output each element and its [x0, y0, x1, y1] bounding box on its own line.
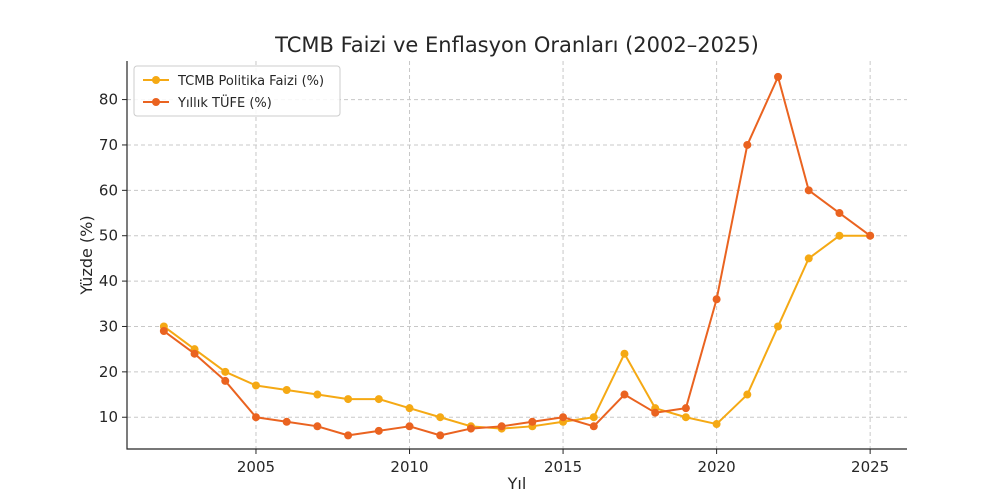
y-tick-label-50: 50 [99, 227, 118, 245]
legend-label-0: TCMB Politika Faizi (%) [177, 74, 324, 89]
x-tick-label-2020: 2020 [698, 458, 736, 476]
legend-marker-1 [152, 98, 160, 106]
data-point-0-2007 [313, 390, 322, 399]
series-line-1 [163, 75, 871, 437]
data-point-0-2016 [589, 413, 598, 422]
data-point-0-2005 [251, 381, 260, 390]
x-tick-label-2005: 2005 [237, 458, 275, 476]
data-point-1-2011 [436, 431, 445, 440]
data-point-1-2017 [620, 390, 629, 399]
series-1 [159, 72, 875, 440]
data-point-1-2004 [221, 376, 230, 385]
data-point-1-2008 [344, 431, 353, 440]
y-tick-label-30: 30 [99, 317, 118, 335]
y-tick-label-80: 80 [99, 91, 118, 109]
data-point-0-2024 [835, 231, 844, 240]
x-tick-label-2025: 2025 [851, 458, 889, 476]
legend-box [133, 65, 341, 117]
data-point-1-2024 [835, 209, 844, 218]
x-axis-label: Yıl [507, 474, 527, 493]
y-tick-label-60: 60 [99, 181, 118, 199]
data-point-1-2005 [251, 413, 260, 422]
data-point-1-2015 [559, 413, 568, 422]
data-point-0-2017 [620, 349, 629, 358]
data-point-0-2008 [344, 395, 353, 404]
legend-label-1: Yıllık TÜFE (%) [177, 94, 272, 111]
data-point-0-2020 [712, 420, 721, 429]
data-point-1-2002 [159, 327, 168, 336]
data-point-1-2016 [589, 422, 598, 431]
legend: TCMB Politika Faizi (%) Yıllık TÜFE (%) [133, 65, 341, 117]
data-point-1-2014 [528, 417, 537, 426]
data-point-1-2023 [804, 186, 813, 195]
data-point-1-2013 [497, 422, 506, 431]
series [159, 72, 875, 440]
axes: 2005 2010 2015 2020 2025 10 20 30 40 50 60 70 80 [99, 61, 907, 476]
data-point-1-2003 [190, 349, 199, 358]
data-point-1-2020 [712, 295, 721, 304]
data-point-1-2012 [466, 424, 475, 433]
series-line-0 [163, 234, 871, 430]
data-point-1-2007 [313, 422, 322, 431]
data-point-1-2022 [774, 72, 783, 81]
data-point-1-2018 [651, 408, 660, 417]
data-point-0-2023 [804, 254, 813, 263]
data-point-0-2022 [774, 322, 783, 331]
y-axis-label: Yüzde (%) [77, 215, 96, 295]
data-point-1-2025 [866, 231, 875, 240]
data-point-1-2010 [405, 422, 414, 431]
legend-marker-0 [152, 76, 160, 84]
y-tick-label-40: 40 [99, 272, 118, 290]
data-point-1-2009 [374, 426, 383, 435]
data-point-0-2009 [374, 395, 383, 404]
y-tick-label-70: 70 [99, 136, 118, 154]
data-point-0-2004 [221, 367, 230, 376]
y-tick-label-20: 20 [99, 363, 118, 381]
x-tick-label-2015: 2015 [544, 458, 582, 476]
data-point-1-2019 [681, 404, 690, 413]
y-tick-label-10: 10 [99, 408, 118, 426]
data-point-0-2019 [681, 413, 690, 422]
chart-title: TCMB Faizi ve Enflasyon Oranları (2002–2… [274, 33, 759, 57]
data-point-0-2010 [405, 404, 414, 413]
x-tick-label-2010: 2010 [390, 458, 428, 476]
data-point-0-2021 [743, 390, 752, 399]
data-point-1-2006 [282, 417, 291, 426]
data-point-0-2011 [436, 413, 445, 422]
data-point-0-2006 [282, 386, 291, 395]
data-point-1-2021 [743, 140, 752, 149]
